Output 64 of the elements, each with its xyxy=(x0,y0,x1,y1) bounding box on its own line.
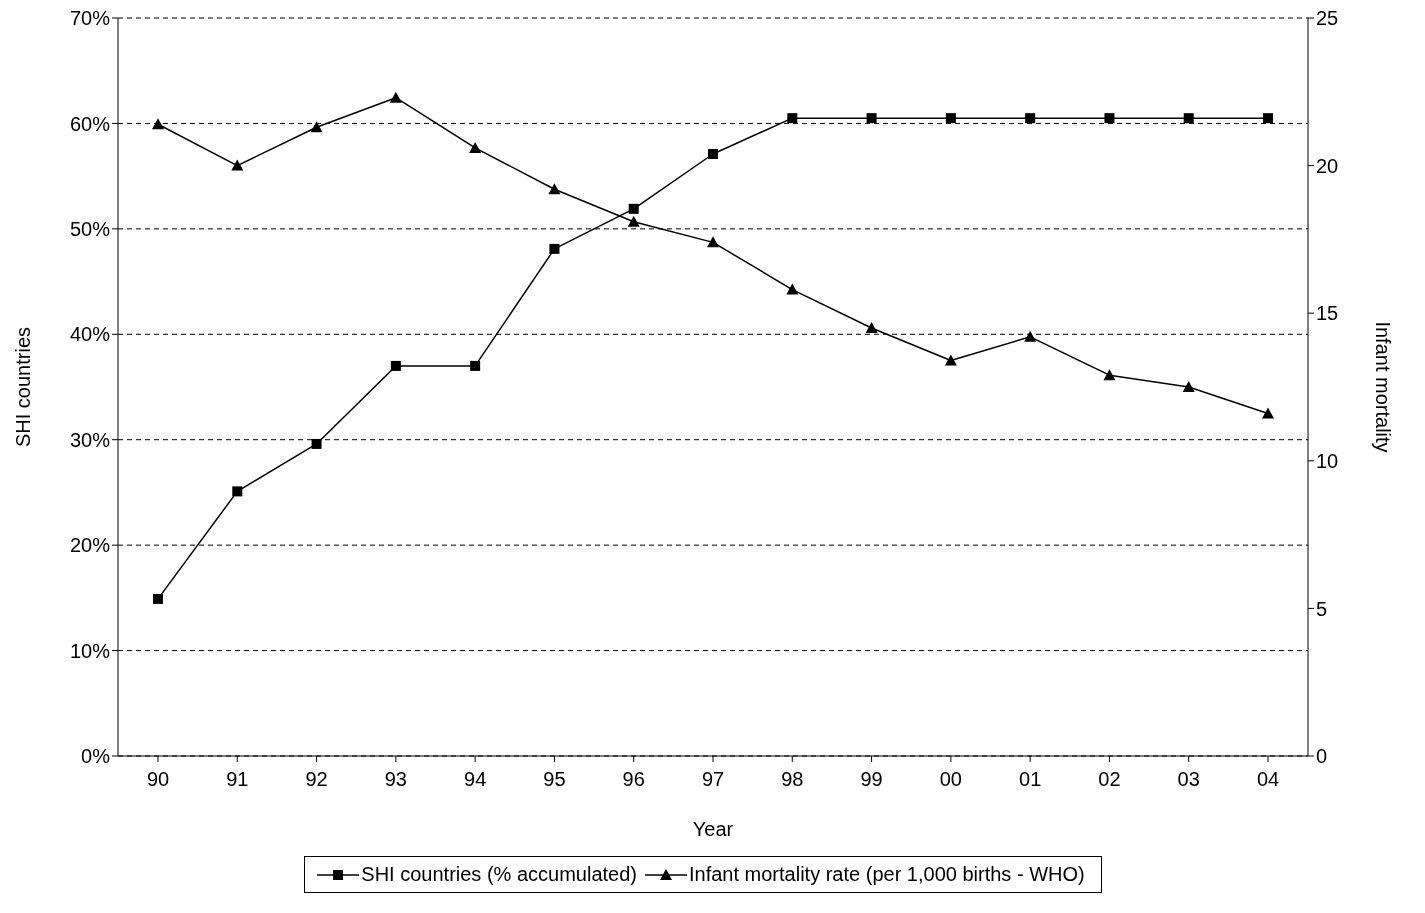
point xyxy=(548,183,561,195)
x-tick-label: 03 xyxy=(1177,768,1200,791)
point xyxy=(707,236,719,248)
y2-tick-label: 5 xyxy=(1316,597,1328,620)
point xyxy=(627,215,640,227)
y2-tick-label: 20 xyxy=(1316,154,1339,177)
point xyxy=(469,141,482,153)
point xyxy=(1024,330,1037,342)
y-tick-label: 10% xyxy=(69,639,111,662)
point xyxy=(310,121,323,133)
x-tick-label: 95 xyxy=(543,768,566,791)
x-tick-label: 99 xyxy=(860,768,883,791)
point xyxy=(390,360,401,371)
point xyxy=(628,203,639,214)
point xyxy=(1262,407,1274,419)
x-tick-label: 93 xyxy=(384,768,407,791)
point xyxy=(311,438,322,449)
point xyxy=(945,113,956,124)
point xyxy=(944,354,957,366)
point xyxy=(231,159,244,171)
point xyxy=(865,321,878,333)
x-axis-title: Year xyxy=(692,818,734,840)
point xyxy=(1182,381,1195,392)
y-tick-label: 20% xyxy=(69,534,111,557)
y2-tick-label: 15 xyxy=(1316,302,1339,325)
point xyxy=(549,243,560,254)
point xyxy=(152,118,164,130)
y-tick-label: 60% xyxy=(69,112,111,135)
y-tick-label: 70% xyxy=(69,7,111,30)
x-tick-label: 96 xyxy=(622,768,645,791)
point xyxy=(1025,113,1036,124)
x-tick-label: 04 xyxy=(1256,768,1280,791)
point xyxy=(1103,369,1116,381)
legend-label: Infant mortality rate (per 1,000 births - WHO) xyxy=(688,863,1085,886)
legend-label: SHI countries (% accumulated) xyxy=(361,863,637,886)
point xyxy=(1104,113,1115,124)
x-tick-label: 91 xyxy=(226,768,249,791)
x-tick-label: 01 xyxy=(1019,768,1042,791)
point xyxy=(787,113,798,124)
point xyxy=(708,149,718,159)
x-tick-label: 98 xyxy=(781,768,804,791)
x-tick-label: 97 xyxy=(701,768,725,791)
y-tick-label: 40% xyxy=(69,323,111,346)
point xyxy=(389,91,402,103)
point xyxy=(1263,113,1273,124)
point xyxy=(786,283,799,295)
y-tick-label: 50% xyxy=(69,217,111,240)
y-axis-title: SHI countries xyxy=(12,326,35,448)
y-tick-label: 30% xyxy=(69,428,111,451)
point xyxy=(866,113,877,124)
y2-tick-label: 0 xyxy=(1316,745,1328,768)
point xyxy=(153,593,163,604)
x-tick-label: 00 xyxy=(939,768,962,791)
y2-tick-label: 10 xyxy=(1316,449,1339,472)
y2-axis-title: Infant mortality xyxy=(1371,321,1394,453)
point xyxy=(470,360,481,371)
y2-tick-label: 25 xyxy=(1316,7,1339,30)
point xyxy=(1183,113,1194,124)
x-tick-label: 94 xyxy=(464,768,487,791)
x-tick-label: 92 xyxy=(305,768,328,791)
y-tick-label: 0% xyxy=(81,745,111,768)
x-tick-label: 90 xyxy=(146,768,170,791)
point xyxy=(232,486,243,497)
x-tick-label: 02 xyxy=(1098,768,1121,791)
